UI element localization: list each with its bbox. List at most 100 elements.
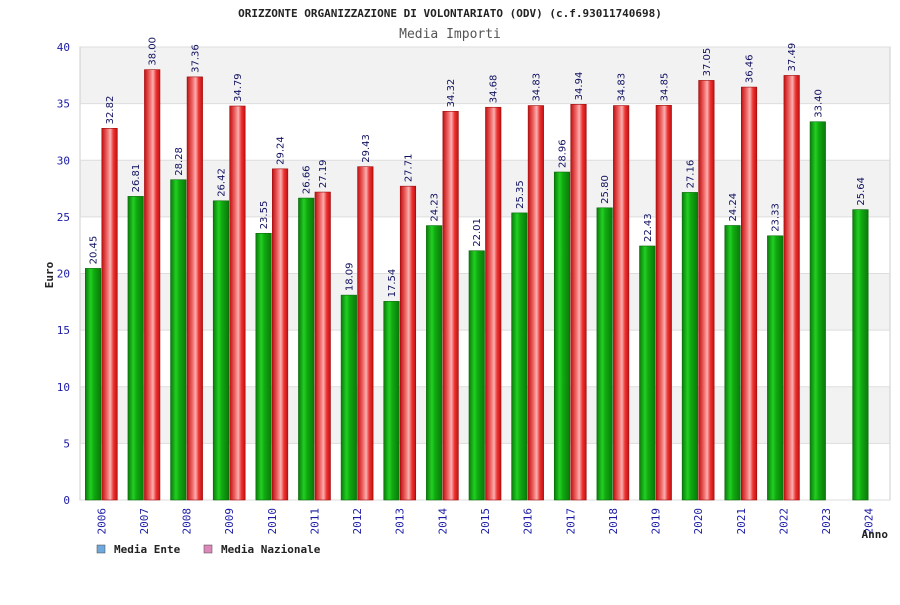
legend-label-media-ente: Media Ente [114, 543, 181, 556]
bar-media-nazionale-2012 [357, 166, 374, 501]
bar-media-ente-2024 [852, 209, 869, 501]
x-tick-label: 2014 [436, 508, 449, 535]
bar-media-ente-2010 [255, 232, 272, 501]
x-tick-label: 2009 [223, 508, 236, 535]
data-label: 36.46 [745, 54, 756, 83]
data-label: 27.71 [403, 154, 414, 183]
bar-media-nazionale-2014 [442, 111, 459, 501]
data-label: 24.24 [728, 193, 739, 222]
data-label: 27.16 [685, 160, 696, 189]
bar-media-nazionale-2013 [399, 185, 417, 501]
bar-media-ente-2021 [724, 225, 741, 501]
bar-media-nazionale-2015 [485, 106, 502, 501]
x-tick-label: 2017 [564, 508, 577, 535]
x-tick-label: 2020 [692, 508, 705, 535]
bar-media-ente-2020 [681, 192, 698, 501]
data-label: 24.23 [430, 193, 441, 222]
x-tick-label: 2015 [479, 508, 492, 535]
y-tick-label: 20 [57, 268, 70, 281]
x-tick-label: 2021 [735, 508, 748, 535]
chart-title: ORIZZONTE ORGANIZZAZIONE DI VOLONTARIATO… [238, 7, 662, 20]
data-label: 27.19 [318, 159, 329, 188]
data-label: 34.79 [233, 73, 244, 102]
data-label: 26.81 [131, 164, 142, 193]
x-tick-label: 2006 [95, 508, 108, 535]
x-tick-label: 2010 [266, 508, 279, 535]
data-label: 32.82 [105, 96, 116, 125]
bar-media-nazionale-2018 [613, 105, 630, 501]
y-tick-label: 30 [57, 154, 70, 167]
bar-media-nazionale-2011 [314, 191, 331, 501]
bar-media-ente-2006 [85, 268, 102, 501]
data-label: 25.64 [856, 177, 867, 206]
data-label: 37.36 [190, 44, 201, 73]
data-label: 34.32 [446, 79, 457, 108]
data-label: 34.83 [531, 73, 542, 102]
y-axis-label: Euro [43, 261, 56, 288]
data-label: 34.85 [659, 73, 670, 102]
data-label: 28.28 [174, 147, 185, 176]
data-label: 23.55 [259, 201, 270, 230]
x-tick-label: 2012 [351, 508, 364, 535]
data-label: 37.49 [787, 43, 798, 72]
bar-media-ente-2015 [468, 250, 485, 501]
data-label: 34.94 [574, 72, 585, 101]
data-label: 37.05 [702, 48, 713, 77]
bar-media-ente-2009 [212, 200, 230, 501]
bar-media-ente-2018 [596, 207, 613, 501]
data-label: 33.40 [813, 89, 824, 118]
data-label: 34.83 [617, 73, 628, 102]
legend-swatch-media-nazionale [203, 544, 213, 554]
data-label: 26.66 [302, 165, 313, 194]
bar-media-nazionale-2016 [527, 105, 544, 501]
y-tick-label: 40 [57, 41, 70, 54]
x-tick-label: 2011 [308, 508, 321, 535]
data-labels: 20.45 32.82 26.81 38.00 28.28 37.36 26.42 34.79… [89, 37, 867, 297]
x-tick-label: 2019 [650, 508, 663, 535]
bar-media-nazionale-2008 [186, 76, 203, 501]
bar-media-ente-2023 [809, 121, 826, 501]
y-tick-label: 0 [63, 494, 70, 507]
y-tick-label: 35 [57, 98, 70, 111]
x-axis-label: Anno [862, 528, 889, 541]
x-tick-label: 2008 [181, 508, 194, 535]
legend-swatch-media-ente [96, 544, 106, 554]
bar-media-ente-2007 [127, 196, 144, 501]
x-tick-label: 2022 [777, 508, 790, 535]
bar-media-ente-2019 [639, 245, 656, 501]
data-label: 25.80 [600, 175, 611, 204]
chart-subtitle: Media Importi [399, 27, 501, 42]
x-tick-label: 2007 [138, 508, 151, 535]
bar-media-nazionale-2021 [740, 86, 758, 501]
bar-media-nazionale-2006 [101, 128, 118, 501]
data-label: 28.96 [558, 139, 569, 168]
y-tick-label: 15 [57, 324, 70, 337]
bar-media-ente-2008 [170, 179, 187, 501]
bar-media-ente-2016 [511, 212, 528, 501]
data-label: 18.09 [344, 262, 355, 291]
bar-media-nazionale-2022 [783, 75, 800, 501]
bar-media-ente-2012 [340, 294, 357, 501]
legend: Media Ente Media Nazionale [96, 543, 321, 556]
data-label: 34.68 [489, 75, 500, 104]
bar-media-ente-2017 [553, 171, 571, 501]
data-label: 17.54 [387, 269, 398, 298]
data-label: 29.43 [361, 134, 372, 163]
data-label: 38.00 [148, 37, 159, 66]
data-label: 29.24 [276, 136, 287, 165]
bar-media-nazionale-2007 [144, 69, 161, 501]
y-tick-label: 5 [63, 437, 70, 450]
x-tick-label: 2024 [863, 508, 876, 535]
bar-media-nazionale-2017 [570, 104, 587, 501]
x-tick-label: 2016 [522, 508, 535, 535]
bars [85, 69, 869, 501]
data-label: 22.01 [472, 218, 483, 247]
bar-media-ente-2013 [383, 301, 400, 501]
bar-media-nazionale-2009 [229, 105, 246, 501]
data-label: 26.42 [216, 168, 227, 197]
data-label: 22.43 [643, 213, 654, 242]
bar-media-ente-2011 [298, 197, 315, 501]
x-tick-label: 2023 [820, 508, 833, 535]
